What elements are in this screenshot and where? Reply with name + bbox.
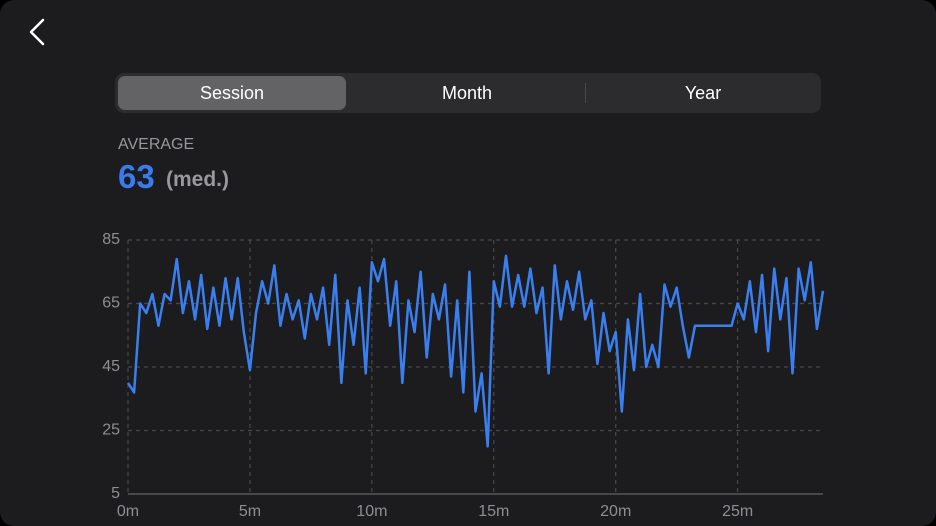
y-tick-label: 5 xyxy=(111,485,120,502)
segment[interactable]: Session xyxy=(118,76,346,110)
segment[interactable]: Month xyxy=(441,83,493,103)
x-tick-label: 25m xyxy=(722,503,753,520)
x-tick-label: 20m xyxy=(600,503,631,520)
y-tick-label: 25 xyxy=(102,422,120,439)
x-tick-label: 5m xyxy=(239,503,261,520)
summary-value: 63 xyxy=(118,158,155,195)
y-tick-label: 65 xyxy=(102,295,120,312)
summary-unit: (med.) xyxy=(166,168,229,191)
y-tick-label: 85 xyxy=(102,231,120,248)
summary-label: AVERAGE xyxy=(118,136,195,153)
divider xyxy=(585,83,586,103)
x-tick-label: 10m xyxy=(356,503,387,520)
back-button[interactable] xyxy=(20,8,60,58)
segment[interactable]: Year xyxy=(684,83,722,103)
x-tick-label: 0m xyxy=(117,503,139,520)
segmented-control: Session Month Year xyxy=(115,73,821,113)
x-tick-label: 15m xyxy=(478,503,509,520)
data-line xyxy=(126,254,825,448)
y-tick-label: 45 xyxy=(102,358,120,375)
